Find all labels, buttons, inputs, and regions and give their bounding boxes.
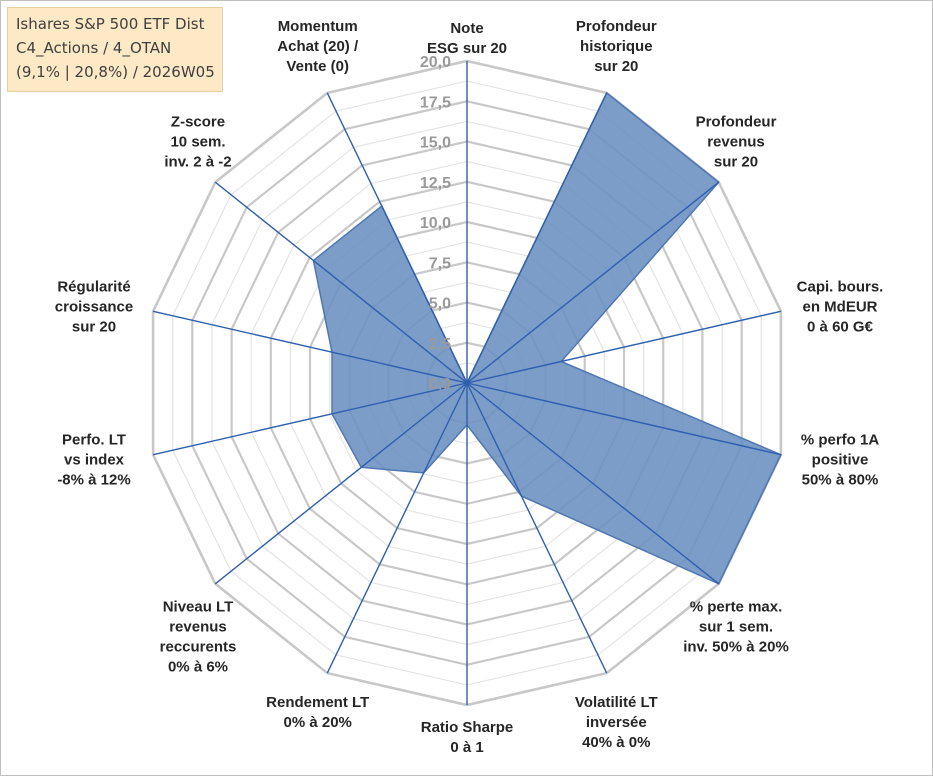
category-label-line: inv. 50% à 20% <box>683 639 789 656</box>
radar-spoke <box>466 382 720 585</box>
radar-spoke <box>326 92 468 384</box>
tick-label: 5,0 <box>429 296 451 313</box>
radar-spokes <box>152 61 782 705</box>
category-label: Régularité croissance sur 20 <box>55 279 133 336</box>
category-label: % perfo 1A positive 50% à 80% <box>801 432 880 489</box>
category-label-line: ESG sur 20 <box>427 40 507 57</box>
category-label-line: Profondeur <box>696 114 777 131</box>
radar-spoke <box>326 382 468 674</box>
category-label-line: sur 20 <box>72 319 116 336</box>
radar-series <box>312 91 782 585</box>
category-label: Ratio Sharpe 0 à 1 <box>421 719 514 756</box>
category-label-line: Régularité <box>57 279 130 296</box>
category-label-line: Capi. bours. <box>797 279 884 296</box>
category-label-line: Note <box>450 20 483 37</box>
category-label: Capi. bours. en MdEUR 0 à 60 G€ <box>797 279 884 336</box>
tick-label: 12,5 <box>420 175 451 192</box>
category-label: Volatilité LT inversée 40% à 0% <box>575 694 658 751</box>
category-label-line: Profondeur <box>576 18 657 35</box>
category-label-line: Achat (20) / <box>277 38 359 55</box>
radar-spoke <box>152 382 468 456</box>
category-label-line: sur 20 <box>594 58 638 75</box>
category-label-line: revenus <box>707 134 765 151</box>
chart-title-box: Ishares S&P 500 ETF Dist C4_Actions / 4_… <box>7 7 223 92</box>
category-label-line: -8% à 12% <box>57 472 130 489</box>
category-label: % perte max. sur 1 sem. inv. 50% à 20% <box>683 599 789 656</box>
radar-spoke <box>466 382 608 674</box>
category-label-line: 0 à 1 <box>450 739 483 756</box>
radar-spoke <box>466 382 782 456</box>
category-label-line: Momentum <box>278 18 358 35</box>
radar-spoke <box>466 92 608 384</box>
category-label-line: 0% à 6% <box>168 659 228 676</box>
category-label: Niveau LT revenus reccurents 0% à 6% <box>160 599 237 676</box>
category-label-line: Perfo. LT <box>62 432 126 449</box>
category-label-line: 50% à 80% <box>802 472 879 489</box>
category-label-line: positive <box>812 452 869 469</box>
category-label-line: Niveau LT <box>163 599 234 616</box>
category-label-line: historique <box>580 38 653 55</box>
category-label-line: 0 à 60 G€ <box>807 319 874 336</box>
series-area <box>312 91 782 585</box>
category-label: Profondeur historique sur 20 <box>576 18 657 75</box>
category-label-line: 10 sem. <box>170 134 225 151</box>
radar-tick-labels: 0,0 2,5 5,0 7,5 10,0 12,5 15,0 17,5 20,0 <box>420 54 451 393</box>
tick-label: 20,0 <box>420 54 451 71</box>
tick-label: 15,0 <box>420 135 451 152</box>
radar-category-labels: Note ESG sur 20 Profondeur historique sur 20… <box>55 18 884 756</box>
tick-label: 2,5 <box>429 336 451 353</box>
category-label-line: sur 20 <box>714 154 758 171</box>
category-label-line: reccurents <box>160 639 237 656</box>
category-label-line: revenus <box>169 619 227 636</box>
radar-spoke <box>466 181 720 384</box>
category-label-line: en MdEUR <box>803 299 878 316</box>
title-line-category: C4_Actions / 4_OTAN <box>16 39 172 57</box>
tick-label: 10,0 <box>420 215 451 232</box>
category-label: Rendement LT 0% à 20% <box>266 694 369 731</box>
title-line-fund: Ishares S&P 500 ETF Dist <box>16 15 205 33</box>
category-label: Z-score 10 sem. inv. 2 à -2 <box>164 114 231 171</box>
category-label-line: Z-score <box>171 114 225 131</box>
category-label-line: vs index <box>64 452 125 469</box>
tick-label: 17,5 <box>420 94 451 111</box>
category-label-line: 40% à 0% <box>582 734 650 751</box>
category-label-line: sur 1 sem. <box>699 619 773 636</box>
title-line-stats: (9,1% | 20,8%) / 2026W05 <box>16 63 215 81</box>
category-label-line: 0% à 20% <box>284 714 352 731</box>
category-label: Perfo. LT vs index -8% à 12% <box>57 432 130 489</box>
category-label: Note ESG sur 20 <box>427 20 507 57</box>
category-label: Momentum Achat (20) / Vente (0) <box>277 18 359 75</box>
radar-spoke <box>466 310 782 384</box>
radar-spoke <box>214 382 468 585</box>
radar-spoke <box>152 310 468 384</box>
category-label-line: % perfo 1A <box>801 432 880 449</box>
radar-spoke <box>214 181 468 384</box>
category-label-line: Volatilité LT <box>575 694 658 711</box>
category-label-line: croissance <box>55 299 133 316</box>
category-label-line: Rendement LT <box>266 694 369 711</box>
category-label-line: % perte max. <box>690 599 783 616</box>
tick-label: 7,5 <box>429 255 451 272</box>
tick-label: 0,0 <box>429 376 451 393</box>
category-label-line: Vente (0) <box>286 58 349 75</box>
category-label: Profondeur revenus sur 20 <box>696 114 777 171</box>
category-label-line: inv. 2 à -2 <box>164 154 231 171</box>
category-label-line: inversée <box>586 714 647 731</box>
category-label-line: Ratio Sharpe <box>421 719 514 736</box>
